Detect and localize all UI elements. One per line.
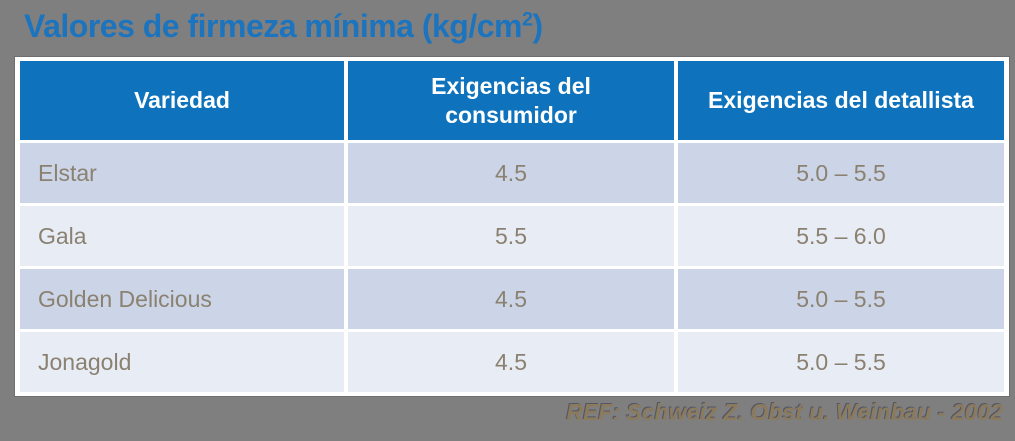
table-row: Golden Delicious 4.5 5.0 – 5.5 — [20, 269, 1004, 329]
column-header-variedad: Variedad — [20, 61, 345, 140]
retailer-value-cell: 5.0 – 5.5 — [678, 143, 1004, 203]
page-title-main: Valores de firmeza mínima (kg/cm — [24, 8, 522, 44]
page-title-close: ) — [532, 8, 544, 44]
consumer-value-cell: 4.5 — [348, 269, 674, 329]
table-header-row: Variedad Exigencias del consumidor Exige… — [20, 61, 1004, 140]
retailer-value-cell: 5.0 – 5.5 — [678, 269, 1004, 329]
retailer-value-cell: 5.5 – 6.0 — [678, 206, 1004, 266]
reference-text: REF: Schweiz Z. Obst u. Weinbau - 2002 — [566, 399, 1003, 425]
consumer-value-cell: 4.5 — [348, 332, 674, 392]
table-row: Jonagold 4.5 5.0 – 5.5 — [20, 332, 1004, 392]
consumer-value-cell: 5.5 — [348, 206, 674, 266]
variety-cell: Golden Delicious — [20, 269, 345, 329]
variety-cell: Elstar — [20, 143, 345, 203]
firmness-table: Variedad Exigencias del consumidor Exige… — [14, 56, 1010, 397]
consumer-value-cell: 4.5 — [348, 143, 674, 203]
column-header-detallista: Exigencias del detallista — [678, 61, 1004, 140]
variety-cell: Jonagold — [20, 332, 345, 392]
column-header-consumidor: Exigencias del consumidor — [348, 61, 674, 140]
variety-cell: Gala — [20, 206, 345, 266]
table-row: Elstar 4.5 5.0 – 5.5 — [20, 143, 1004, 203]
table-row: Gala 5.5 5.5 – 6.0 — [20, 206, 1004, 266]
page-title: Valores de firmeza mínima (kg/cm2) — [24, 8, 543, 45]
firmness-table-grid: Variedad Exigencias del consumidor Exige… — [16, 58, 1008, 395]
page-title-superscript: 2 — [521, 8, 533, 31]
retailer-value-cell: 5.0 – 5.5 — [678, 332, 1004, 392]
